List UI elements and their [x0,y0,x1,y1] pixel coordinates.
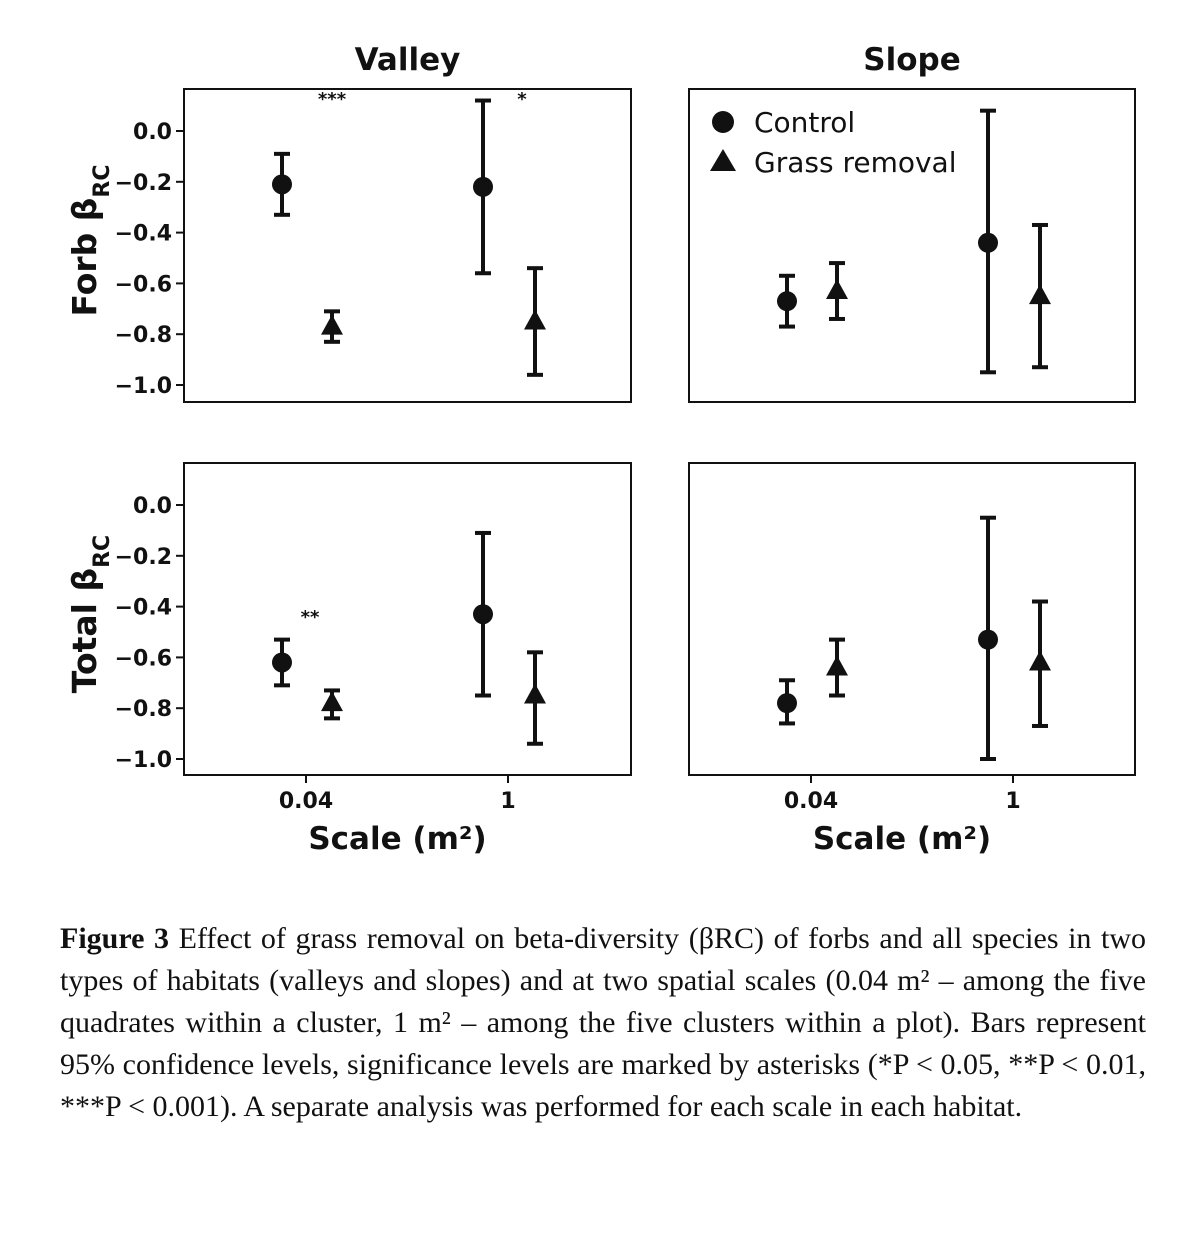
point-control [272,174,292,195]
y-tick-label: −0.6 [115,646,172,671]
column-title: Valley [355,42,461,78]
y-tick-label: −1.0 [115,748,172,773]
y-tick-label: −0.8 [115,697,172,722]
panel-frame [688,462,1136,776]
y-axis-label-subscript: RC [90,535,115,568]
x-tick-label: 1 [1005,789,1020,814]
x-tick-label: 1 [500,789,515,814]
point-control [777,291,797,312]
panel-frame [183,88,632,403]
point-control [473,176,493,197]
y-tick-label: −1.0 [115,374,172,399]
y-tick-label: −0.4 [115,222,172,247]
y-tick-label: −0.4 [115,596,172,621]
panel-frame [688,88,1136,403]
panel-frame [183,462,632,776]
legend-marker-control [712,111,734,133]
point-grass-removal [321,314,343,335]
panel-2: 0.0 −0.2 −0.4 −0.6 −0.8 −1.0 0.04 1 Scale (m²) To… [65,462,632,857]
point-grass-removal [524,309,546,330]
figure-caption: Figure 3 Effect of grass removal on beta… [60,918,1146,1128]
y-axis-label-main: Total β [65,568,104,693]
y-tick-label: 0.0 [133,494,172,519]
point-control [272,652,292,673]
point-grass-removal [826,655,848,676]
y-tick-label: 0.0 [133,120,172,145]
x-tick-label: 0.04 [784,789,838,814]
point-control [978,629,998,650]
caption-label: Figure 3 [60,922,170,955]
significance-label: ** [301,607,320,628]
point-control [473,604,493,625]
y-axis-label-main: Forb β [65,198,104,317]
x-axis-label: Scale (m²) [308,821,486,857]
panel-3: 0.04 1 Scale (m²) [688,462,1136,857]
significance-label: * [517,89,527,110]
caption-text: Effect of grass removal on beta-diversit… [60,922,1146,1123]
y-tick-label: −0.6 [115,272,172,297]
y-tick-label: −0.2 [115,545,172,570]
x-axis-label: Scale (m²) [813,821,991,857]
point-grass-removal [524,683,546,704]
legend-label-control: Control [754,106,855,139]
figure-3-chart: 0.0 −0.2 −0.4 −0.6 −0.8 −1.0 Valley Forb βRC ***… [65,42,1136,857]
point-control [978,232,998,253]
point-control [777,693,797,714]
legend-marker-grass-removal [710,149,736,171]
significance-label: *** [318,89,347,110]
y-axis-label: Forb βRC [65,165,115,317]
y-axis-label: Total βRC [65,535,115,693]
point-grass-removal [321,691,343,712]
column-title: Slope [863,42,960,78]
point-grass-removal [826,279,848,300]
point-grass-removal [1029,284,1051,305]
y-tick-label: −0.2 [115,171,172,196]
x-tick-label: 0.04 [279,789,333,814]
legend-label-grass-removal: Grass removal [754,146,956,179]
point-grass-removal [1029,650,1051,671]
y-axis-label-subscript: RC [90,165,115,198]
y-tick-label: −0.8 [115,323,172,348]
